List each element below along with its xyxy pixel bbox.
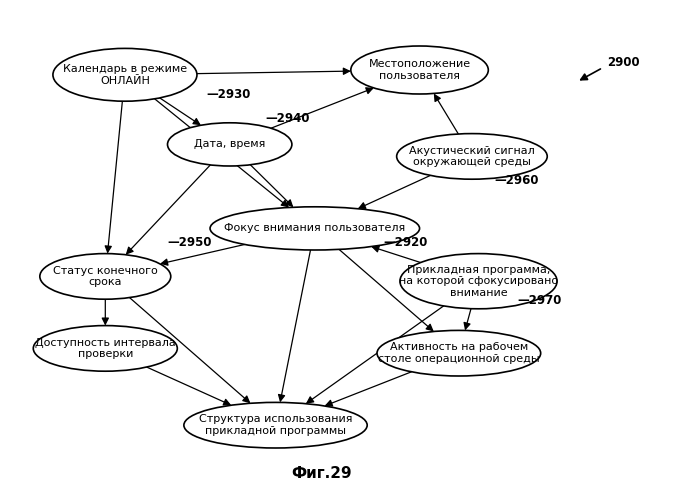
- Text: —2960: —2960: [495, 174, 539, 187]
- Text: —2950: —2950: [168, 236, 212, 250]
- Text: Активность на рабочем
столе операционной среды: Активность на рабочем столе операционной…: [378, 342, 539, 364]
- Text: Структура использования
прикладной программы: Структура использования прикладной прогр…: [198, 414, 353, 436]
- Text: Фокус внимания пользователя: Фокус внимания пользователя: [224, 224, 405, 234]
- Text: 2900: 2900: [608, 56, 640, 70]
- Text: —2940: —2940: [266, 112, 310, 124]
- Ellipse shape: [400, 254, 557, 309]
- Ellipse shape: [53, 48, 197, 101]
- Ellipse shape: [351, 46, 488, 94]
- Ellipse shape: [168, 123, 292, 166]
- Text: Местоположение
пользователя: Местоположение пользователя: [368, 59, 471, 81]
- Text: Доступность интервала
проверки: Доступность интервала проверки: [35, 338, 176, 359]
- Ellipse shape: [33, 326, 177, 371]
- Text: —2930: —2930: [207, 88, 251, 101]
- Text: —2970: —2970: [518, 294, 562, 307]
- Text: Прикладная программа,
на которой сфокусировано
внимание: Прикладная программа, на которой сфокуси…: [399, 264, 558, 298]
- Text: Фиг.29: Фиг.29: [291, 466, 352, 480]
- Ellipse shape: [397, 134, 547, 179]
- Text: Календарь в режиме
ОНЛАЙН: Календарь в режиме ОНЛАЙН: [63, 64, 187, 86]
- Text: —2920: —2920: [383, 236, 428, 250]
- Ellipse shape: [210, 207, 419, 250]
- Text: Дата, время: Дата, время: [194, 140, 265, 149]
- Text: Акустический сигнал
окружающей среды: Акустический сигнал окружающей среды: [409, 146, 535, 167]
- Ellipse shape: [377, 330, 541, 376]
- Text: Статус конечного
срока: Статус конечного срока: [53, 266, 158, 287]
- Ellipse shape: [184, 402, 367, 448]
- Ellipse shape: [40, 254, 171, 299]
